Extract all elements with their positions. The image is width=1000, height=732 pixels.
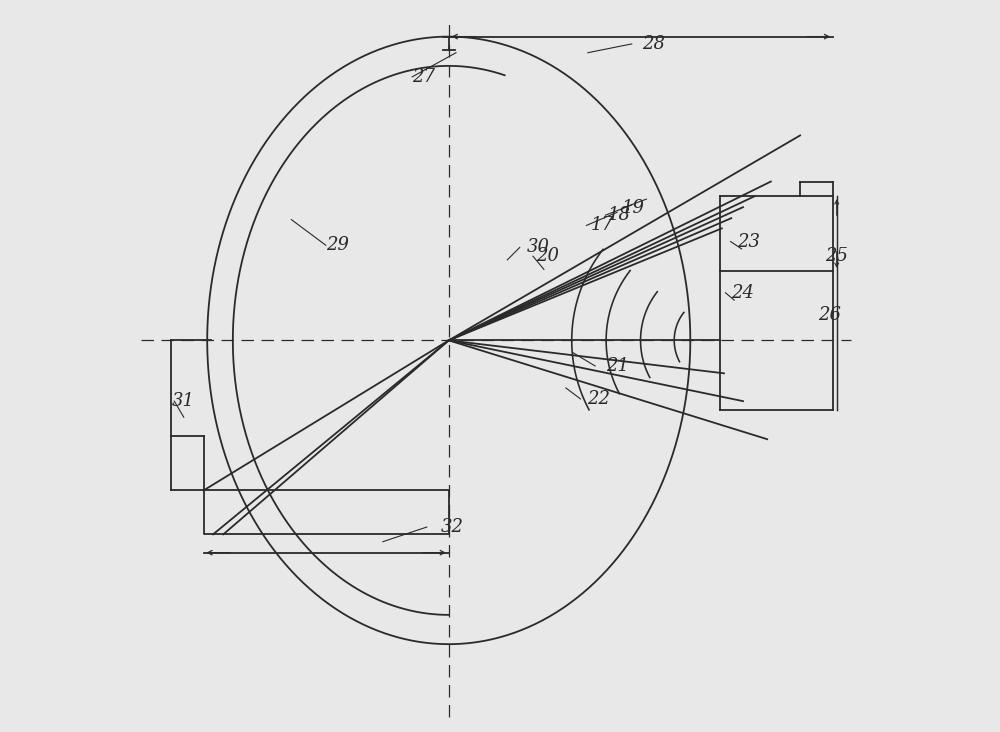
Text: 21: 21 [606,357,629,375]
Text: 32: 32 [441,518,464,536]
Text: 22: 22 [587,390,610,408]
Text: 30: 30 [527,239,550,256]
Text: 17: 17 [591,217,614,234]
Text: 31: 31 [172,392,195,410]
Text: 24: 24 [732,284,755,302]
Text: 25: 25 [825,247,848,265]
Text: 29: 29 [326,236,349,254]
Text: 23: 23 [737,233,760,250]
Text: 20: 20 [536,247,559,265]
Text: 19: 19 [622,199,645,217]
Text: 26: 26 [818,306,841,324]
Text: 18: 18 [608,206,631,224]
Text: 27: 27 [412,68,435,86]
Text: 28: 28 [642,35,665,53]
